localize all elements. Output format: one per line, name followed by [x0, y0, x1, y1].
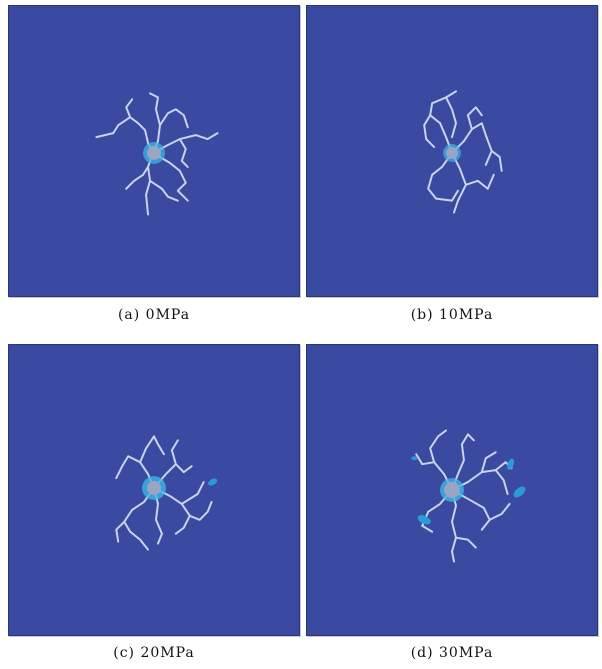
crack-pattern-a: [9, 6, 299, 296]
caption-d: (d) 30MPa: [306, 645, 598, 661]
simulation-image-d: [306, 344, 598, 636]
caption-c: (c) 20MPa: [8, 645, 300, 661]
simulation-image-c: [8, 344, 300, 636]
simulation-image-a: [8, 5, 300, 297]
caption-b: (b) 10MPa: [306, 307, 598, 323]
crack-pattern-c: [9, 345, 299, 635]
simulation-image-b: [306, 5, 598, 297]
crack-pattern-b: [307, 6, 597, 296]
caption-a: (a) 0MPa: [8, 307, 300, 323]
crack-pattern-d: [307, 345, 597, 635]
